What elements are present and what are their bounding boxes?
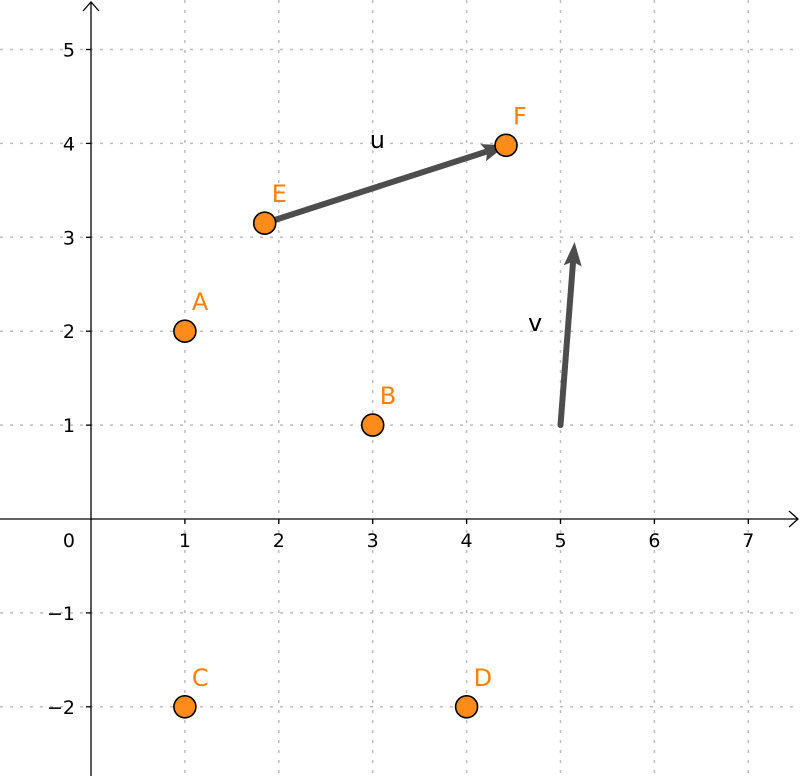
point-E-label: E xyxy=(272,180,287,208)
point-B: B xyxy=(360,382,396,437)
y-tick-label: 1 xyxy=(63,415,75,437)
x-tick-label: 3 xyxy=(367,530,379,552)
point-B-label: B xyxy=(380,382,396,410)
vector-v-label: v xyxy=(528,309,542,337)
y-tick-label: 3 xyxy=(63,227,75,249)
point-E: E xyxy=(252,180,287,236)
point-F-label: F xyxy=(513,102,527,130)
point-D-marker xyxy=(454,694,479,719)
point-A-marker xyxy=(173,319,197,344)
point-E-marker xyxy=(252,211,277,236)
point-F-marker xyxy=(494,133,518,158)
y-tick-label: −1 xyxy=(47,603,75,625)
point-D-label: D xyxy=(474,664,492,692)
points: A B C D E F xyxy=(173,102,527,719)
x-tick-label: 2 xyxy=(273,530,285,552)
point-D: D xyxy=(454,664,492,719)
y-tick-label: 5 xyxy=(63,40,75,62)
origin-label: 0 xyxy=(63,530,75,552)
point-A: A xyxy=(173,288,209,344)
vector-u-label: u xyxy=(370,126,385,154)
x-tick-label: 4 xyxy=(461,530,473,552)
x-axis-arrow xyxy=(788,510,799,528)
y-tick-label: 4 xyxy=(63,133,75,155)
vector-v: v xyxy=(528,241,582,429)
point-B-marker xyxy=(360,413,385,437)
vector-v-shaft xyxy=(557,259,576,429)
vectors: uv xyxy=(261,126,582,429)
point-A-label: A xyxy=(192,288,209,316)
x-tick-label: 6 xyxy=(648,530,660,552)
tick-labels: 1 2 3 4 5 6 7 5 4 3 2 1 −1 −2 0 xyxy=(47,40,754,719)
y-axis-arrow xyxy=(82,1,100,12)
point-C-marker xyxy=(173,694,197,719)
point-C-label: C xyxy=(192,664,209,692)
vector-u: u xyxy=(261,126,507,227)
x-tick-label: 7 xyxy=(742,530,754,552)
y-tick-label: 2 xyxy=(63,321,75,343)
y-tick-label: −2 xyxy=(47,697,75,719)
point-C: C xyxy=(173,664,209,719)
x-tick-label: 5 xyxy=(554,530,566,552)
point-F: F xyxy=(494,102,527,158)
vector-u-shaft xyxy=(261,148,490,227)
x-tick-label: 1 xyxy=(179,530,191,552)
vector-v-arrowhead xyxy=(563,241,582,267)
